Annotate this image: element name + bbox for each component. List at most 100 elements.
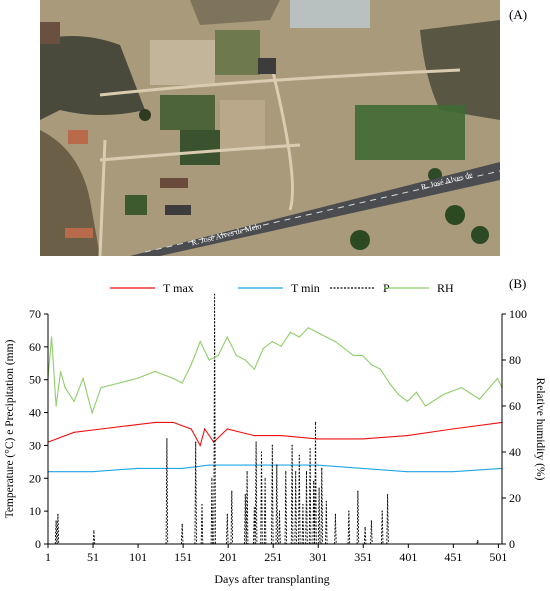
data-point-p [295, 471, 297, 473]
data-point-rh [118, 382, 120, 384]
data-point-rh [271, 341, 273, 343]
data-point-t-max [451, 428, 454, 430]
data-point-p [55, 520, 57, 522]
data-point-p [298, 454, 300, 456]
data-point-rh [496, 377, 499, 379]
data-point-p [381, 510, 383, 512]
series-line-rh [47, 327, 503, 415]
series-line-p [54, 294, 479, 545]
data-point-rh [370, 364, 372, 366]
data-point-p [253, 507, 255, 509]
data-point-p [226, 513, 228, 515]
y-tick-label-right: 100 [509, 307, 527, 321]
tree [139, 109, 151, 121]
data-point-rh [343, 347, 345, 350]
legend-label: RH [437, 281, 454, 295]
data-point-rh [442, 393, 444, 396]
y-tick-label-left: 70 [29, 307, 41, 321]
data-point-p [231, 490, 233, 492]
data-point-p [166, 438, 168, 440]
y-tick-label-left: 40 [29, 406, 41, 420]
x-tick-label: 351 [354, 550, 372, 564]
building [68, 130, 88, 144]
data-point-rh [424, 405, 426, 407]
data-point-p [93, 530, 95, 532]
data-point-rh [73, 400, 75, 402]
data-point-rh [388, 382, 390, 384]
data-point-t-max [154, 421, 156, 423]
building [40, 22, 60, 44]
y-tick-label-right: 0 [509, 537, 515, 551]
data-point-t-max [204, 428, 206, 430]
data-point-p [477, 540, 479, 542]
data-point-p [244, 494, 246, 496]
data-point-rh [298, 336, 300, 338]
x-tick-label: 251 [264, 550, 282, 564]
data-point-rh [334, 341, 336, 343]
data-point-t-min [451, 471, 454, 473]
x-tick-label: 151 [174, 550, 192, 564]
x-tick-label: 201 [219, 550, 237, 564]
data-point-t-max [316, 438, 318, 440]
data-point-rh [397, 393, 399, 396]
data-point-t-min [361, 467, 363, 469]
y-tick-label-right: 40 [509, 445, 521, 459]
data-point-t-max [253, 435, 255, 437]
x-tick-label: 501 [489, 550, 507, 564]
data-point-p [313, 481, 315, 483]
legend-label: T min [291, 281, 320, 295]
data-point-t-min [316, 464, 318, 466]
data-point-rh [100, 387, 102, 389]
data-point-p [325, 500, 327, 502]
data-point-p [255, 441, 257, 443]
data-point-rh [253, 368, 255, 370]
x-tick-label: 301 [309, 550, 327, 564]
data-point-p [305, 471, 308, 473]
data-point-rh [154, 370, 156, 373]
data-point-p [246, 471, 248, 473]
data-point-rh [406, 400, 408, 402]
data-point-t-max [172, 421, 174, 423]
data-point-p [271, 444, 273, 446]
field [290, 0, 370, 28]
y-tick-label-left: 30 [29, 438, 41, 452]
data-point-rh [289, 331, 291, 333]
data-point-rh [361, 354, 363, 356]
panel-a-label: (A) [509, 7, 528, 22]
data-point-t-max [100, 428, 102, 430]
data-point-t-max [199, 444, 201, 446]
data-point-p [276, 464, 278, 466]
shrub-patch [190, 0, 280, 25]
data-point-p [285, 471, 287, 473]
data-point-rh [172, 377, 174, 379]
data-point-rh [325, 336, 327, 338]
building [65, 228, 93, 238]
plot-area [47, 293, 503, 545]
data-point-rh [217, 354, 219, 356]
data-point-rh [60, 370, 62, 373]
data-point-rh [190, 364, 192, 366]
y-axis-label-right: Relative humidity (%) [534, 378, 546, 481]
y-tick-label-left: 20 [29, 471, 41, 485]
data-point-rh [415, 391, 417, 393]
data-point-rh [226, 336, 228, 338]
data-point-rh [379, 368, 381, 370]
shrub-patch [40, 130, 100, 256]
data-point-p [214, 293, 216, 295]
data-point-p [291, 444, 293, 446]
data-point-rh [244, 359, 246, 361]
data-point-rh [181, 382, 183, 384]
data-point-t-min [91, 471, 93, 473]
data-point-t-min [208, 464, 210, 466]
data-point-t-max [226, 428, 228, 430]
building [165, 205, 191, 215]
field [150, 40, 215, 85]
data-point-t-max [127, 425, 129, 427]
climate-chart: T max T min P RH 1 51 101 151 201 251 301 351 401 45… [4, 281, 546, 586]
data-point-rh [91, 412, 93, 414]
x-tick-label: 51 [87, 550, 99, 564]
data-point-rh [82, 377, 84, 379]
data-point-p [211, 477, 213, 479]
data-point-rh [316, 331, 318, 333]
x-axis-label: Days after transplanting [214, 572, 329, 586]
